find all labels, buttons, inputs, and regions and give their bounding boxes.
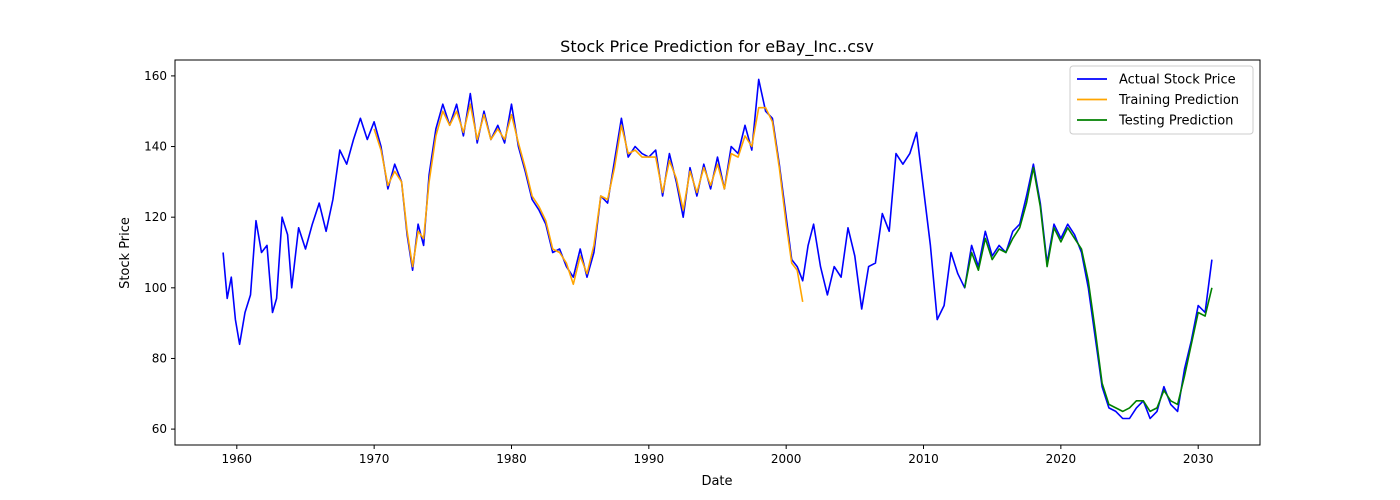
y-tick-label: 60 (152, 422, 167, 436)
x-tick-label: 2020 (1046, 452, 1077, 466)
y-tick-label: 80 (152, 351, 167, 365)
x-axis-ticks: 1960 1970 1980 1990 2000 2010 2020 2030 (222, 445, 1214, 466)
legend: Actual Stock Price Training Prediction Tes… (1069, 65, 1254, 135)
y-tick-label: 100 (144, 281, 167, 295)
y-tick-label: 120 (144, 210, 167, 224)
y-tick-label: 140 (144, 140, 167, 154)
series-line-2 (963, 166, 1213, 413)
series-layer (222, 78, 1213, 420)
plot-frame (174, 59, 1261, 446)
chart-title: Stock Price Prediction for eBay_Inc..csv (560, 37, 874, 57)
x-tick-label: 1990 (634, 452, 665, 466)
x-tick-label: 2010 (908, 452, 939, 466)
x-tick-label: 2000 (771, 452, 802, 466)
x-tick-label: 1970 (359, 452, 390, 466)
legend-label-1: Training Prediction (1118, 93, 1239, 108)
y-axis-label: Stock Price (118, 217, 133, 289)
x-tick-label: 1960 (222, 452, 253, 466)
y-tick-label: 160 (144, 69, 167, 83)
x-axis-label: Date (701, 474, 732, 489)
series-line-1 (373, 103, 804, 303)
legend-label-2: Testing Prediction (1118, 114, 1233, 129)
x-tick-label: 1980 (496, 452, 527, 466)
y-axis-ticks: 60 80 100 120 140 160 (144, 69, 175, 436)
legend-label-0: Actual Stock Price (1119, 73, 1236, 88)
legend-box (1069, 65, 1254, 135)
x-tick-label: 2030 (1183, 452, 1214, 466)
